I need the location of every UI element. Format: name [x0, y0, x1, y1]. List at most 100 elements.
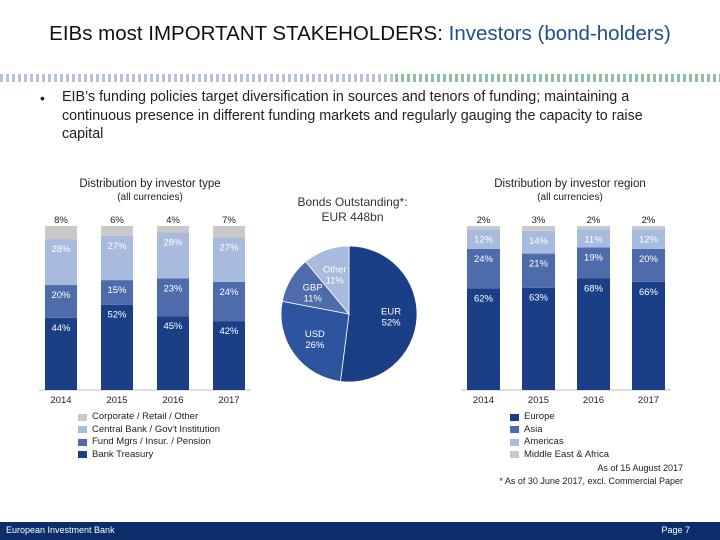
footnote: * As of 30 June 2017, excl. Commercial P…: [499, 476, 683, 486]
type-bar-central-bank-gov-t-institution-2015: [101, 235, 133, 281]
decorative-stripe-accent: [395, 74, 720, 82]
page-title: EIBs most IMPORTANT STAKEHOLDERS: Invest…: [49, 22, 671, 45]
type-data-label: 15%: [107, 285, 127, 296]
bullet-mark: •: [40, 90, 45, 106]
pie-chart-subtitle: EUR 448bn: [321, 210, 384, 224]
type-bar-central-bank-gov-t-institution-2014: [45, 239, 77, 286]
type-bar-bank-treasury-2015: [101, 304, 133, 390]
region-bar-americas-2016: [577, 229, 610, 248]
region-data-label: 3%: [532, 215, 546, 226]
type-data-label: 52%: [107, 310, 127, 321]
type-legend-item: Bank Treasury: [78, 449, 220, 462]
title-highlight: Investors (bond-holders): [448, 22, 671, 45]
type-bar-corporate-retail-other-2015: [101, 226, 133, 236]
pie-slice-usd: [280, 300, 350, 382]
as-of-note: As of 15 August 2017: [597, 463, 683, 473]
region-legend-item: Americas: [510, 436, 609, 449]
type-tick-label: 2015: [106, 395, 127, 406]
type-bar-central-bank-gov-t-institution-2016: [157, 232, 189, 279]
region-bar-europe-2014: [467, 288, 500, 390]
region-bar-europe-2015: [522, 287, 555, 390]
pie-chart-title: Bonds Outstanding*: EUR 448bn: [297, 195, 408, 224]
region-chart-title: Distribution by investor region (all cur…: [455, 178, 685, 204]
pie-slice-label: 11%: [326, 275, 345, 286]
region-bar-middle-east-africa-2015: [522, 226, 555, 231]
region-chart-subtitle: (all currencies): [537, 192, 603, 203]
pie-slice-name: GBP: [303, 283, 323, 294]
region-data-label: 11%: [584, 234, 603, 245]
region-bar-asia-2017: [632, 248, 665, 282]
pie-slice-name: USD: [305, 329, 325, 340]
type-bar-bank-treasury-2017: [213, 321, 245, 390]
region-tick-label: 2015: [528, 395, 549, 406]
region-bar-americas-2015: [522, 230, 555, 254]
region-data-label: 21%: [529, 259, 549, 270]
type-data-label: 44%: [51, 323, 71, 334]
type-legend-item: Fund Mgrs / Insur. / Pension: [78, 436, 220, 449]
type-data-label: 4%: [166, 215, 180, 226]
region-data-label: 2%: [642, 215, 656, 226]
region-tick-label: 2017: [638, 395, 659, 406]
type-legend: Corporate / Retail / Other Central Bank …: [78, 411, 220, 461]
region-bar-asia-2014: [467, 248, 500, 289]
region-data-label: 62%: [474, 293, 494, 304]
pie-slice-name: EUR: [381, 307, 401, 318]
region-bar-middle-east-africa-2014: [467, 226, 500, 230]
region-bar-americas-2017: [632, 229, 665, 249]
pie-slice-other: [305, 245, 350, 316]
type-data-label: 24%: [219, 287, 239, 298]
pie-slice-eur: [340, 245, 418, 383]
type-bar-corporate-retail-other-2014: [45, 226, 77, 240]
type-bar-central-bank-gov-t-institution-2017: [213, 237, 245, 282]
region-legend-item: Asia: [510, 424, 609, 437]
region-legend-item: Europe: [510, 411, 609, 424]
region-tick-label: 2014: [473, 395, 494, 406]
type-bar-corporate-retail-other-2017: [213, 226, 245, 238]
type-bar-fund-mgrs-insur-pension-2014: [45, 285, 77, 318]
type-legend-item: Central Bank / Gov't Institution: [78, 424, 220, 437]
region-data-label: 2%: [477, 215, 491, 226]
region-bar-middle-east-africa-2017: [632, 226, 665, 230]
region-data-label: 20%: [639, 254, 659, 265]
type-tick-label: 2016: [162, 395, 183, 406]
bullet-text: EIB’s funding policies target diversific…: [62, 89, 643, 142]
type-bar-fund-mgrs-insur-pension-2017: [213, 281, 245, 322]
type-bar-fund-mgrs-insur-pension-2015: [101, 280, 133, 305]
footer-bar: European Investment Bank Page 7: [0, 522, 720, 540]
type-data-label: 6%: [110, 215, 124, 226]
region-data-label: 12%: [639, 234, 659, 245]
type-data-label: 7%: [222, 215, 236, 226]
type-tick-label: 2014: [50, 395, 71, 406]
decorative-stripe: [0, 74, 720, 82]
region-bar-americas-2014: [467, 229, 500, 249]
region-data-label: 68%: [584, 283, 604, 294]
type-data-label: 42%: [219, 326, 239, 337]
type-bar-fund-mgrs-insur-pension-2016: [157, 278, 189, 317]
type-data-label: 27%: [219, 242, 239, 253]
type-data-label: 28%: [51, 244, 71, 255]
region-bar-europe-2017: [632, 281, 665, 390]
region-bar-asia-2016: [577, 247, 610, 279]
type-bar-bank-treasury-2014: [45, 317, 77, 390]
type-data-label: 20%: [51, 290, 71, 301]
region-data-label: 63%: [529, 293, 549, 304]
type-bar-bank-treasury-2016: [157, 316, 189, 390]
type-data-label: 27%: [107, 241, 127, 252]
region-data-label: 12%: [474, 234, 494, 245]
type-data-label: 23%: [163, 283, 183, 294]
region-tick-label: 2016: [583, 395, 604, 406]
region-legend: Europe Asia Americas Middle East & Afric…: [510, 411, 609, 461]
region-bar-asia-2015: [522, 253, 555, 288]
type-data-label: 28%: [163, 238, 183, 249]
type-bar-corporate-retail-other-2016: [157, 226, 189, 233]
pie-slice-name: Other: [323, 264, 347, 275]
pie-slice-label: 52%: [382, 318, 402, 329]
type-data-label: 8%: [54, 215, 68, 226]
type-chart-subtitle: (all currencies): [117, 192, 183, 203]
region-data-label: 2%: [587, 215, 601, 226]
region-data-label: 66%: [639, 287, 659, 298]
footer-org: European Investment Bank: [6, 525, 115, 535]
region-data-label: 14%: [529, 236, 549, 247]
pie-slice-label: 26%: [305, 340, 325, 351]
